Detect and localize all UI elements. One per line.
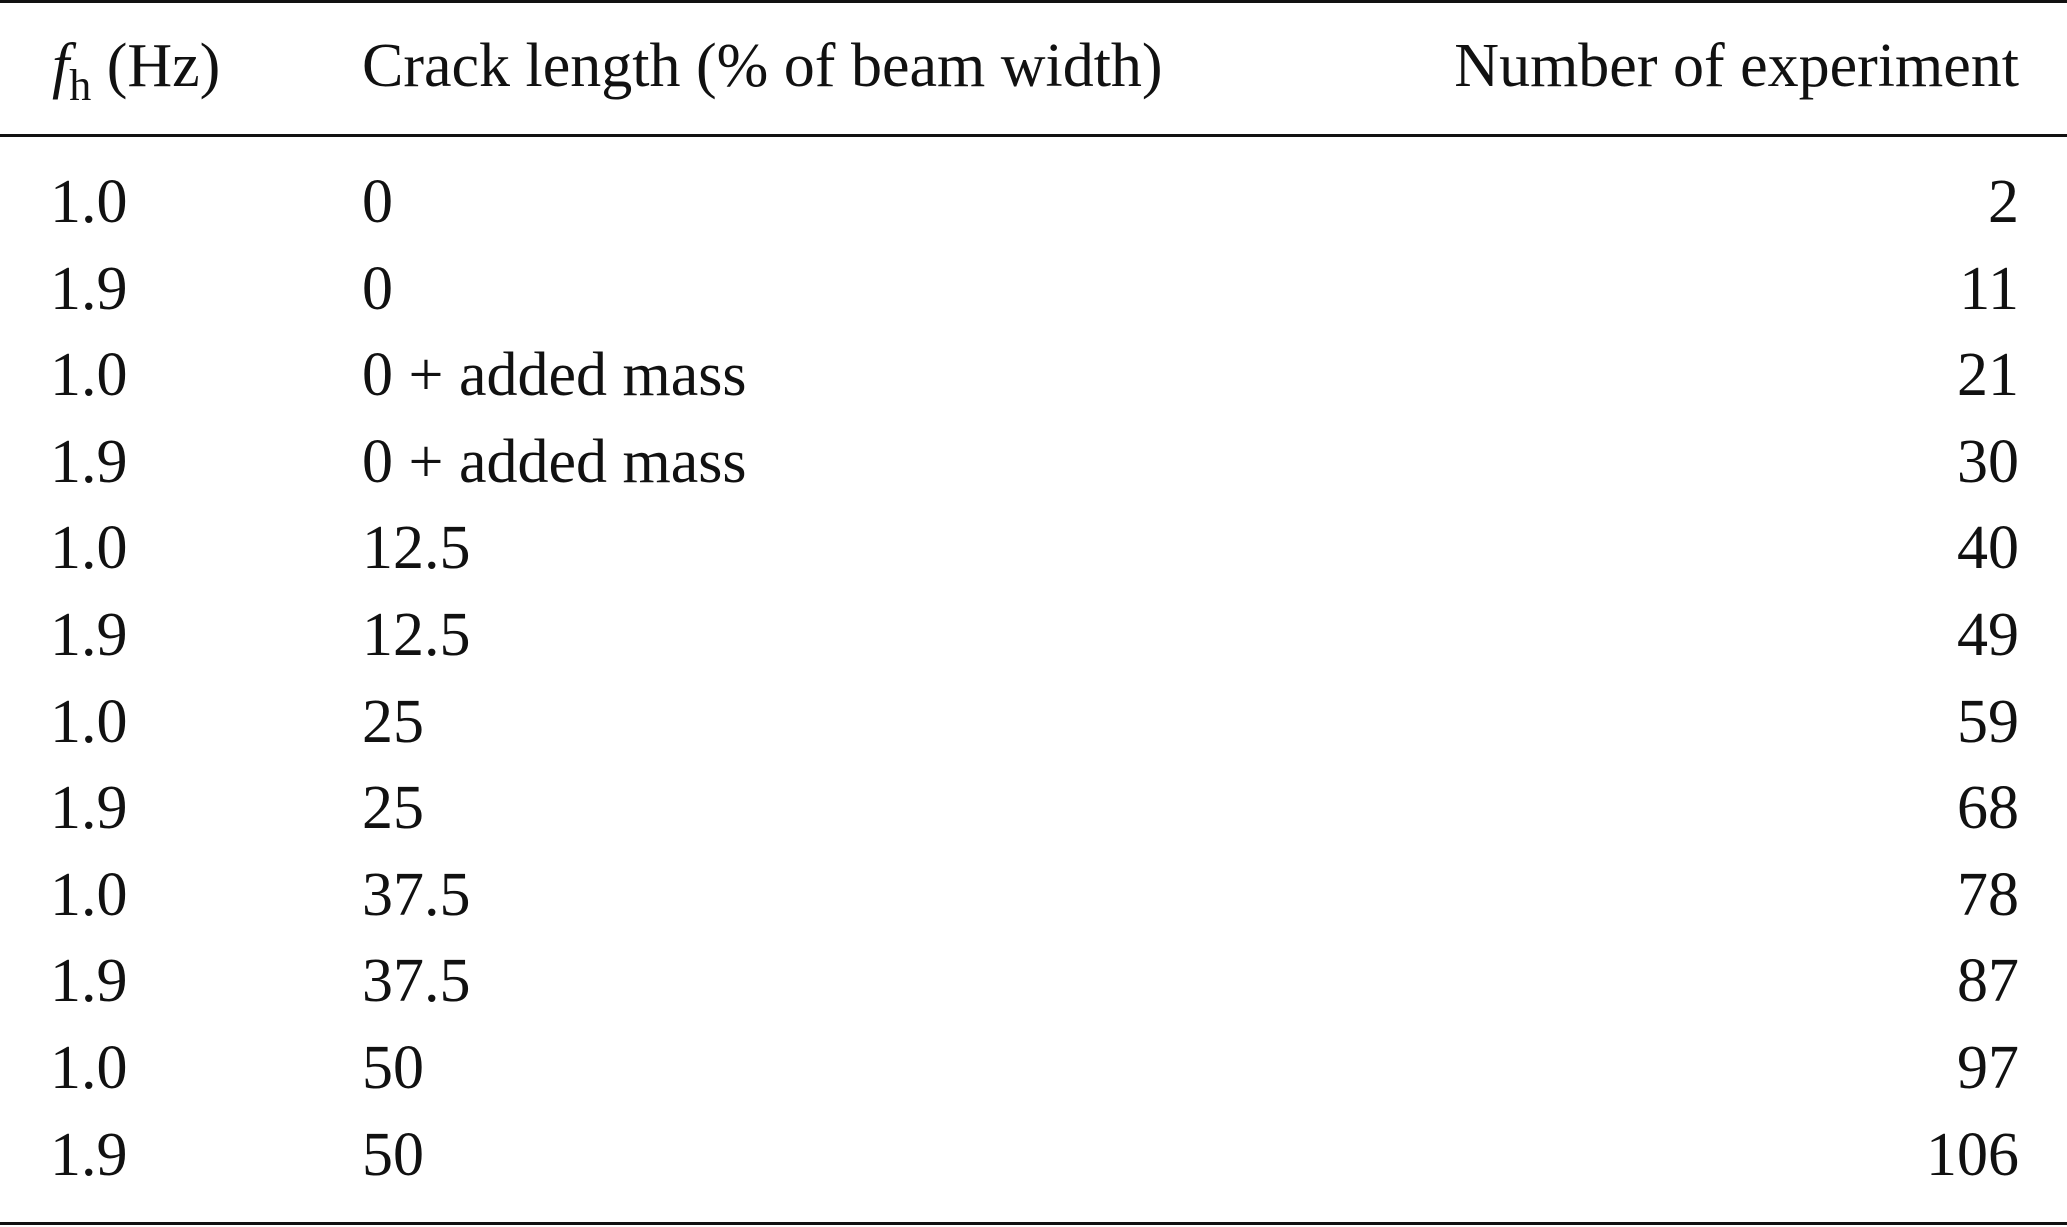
header-fh-symbol: f — [52, 32, 70, 100]
header-crack-length: Crack length (% of beam width) — [362, 32, 1163, 100]
cell-crack-length: 37.5 — [362, 947, 471, 1016]
table-top-rule — [0, 0, 2067, 3]
cell-fh: 1.9 — [50, 427, 128, 496]
header-fh-subscript: h — [69, 61, 92, 110]
cell-number: 49 — [1957, 600, 2019, 669]
cell-crack-length: 12.5 — [362, 600, 471, 669]
header-fh: fh (Hz) — [52, 24, 220, 114]
table-row: 1.0 0 2 — [0, 159, 2067, 246]
cell-crack-length: 50 — [362, 1033, 424, 1102]
cell-number: 97 — [1957, 1033, 2019, 1102]
cell-fh: 1.9 — [50, 254, 128, 323]
cell-fh: 1.9 — [50, 1120, 128, 1189]
table-row: 1.9 0 + added mass 30 — [0, 419, 2067, 506]
table-row: 1.0 25 59 — [0, 679, 2067, 766]
cell-fh: 1.0 — [50, 514, 128, 583]
cell-fh: 1.9 — [50, 947, 128, 1016]
cell-fh: 1.0 — [50, 860, 128, 929]
table-row: 1.0 50 97 — [0, 1025, 2067, 1112]
cell-number: 59 — [1957, 687, 2019, 756]
cell-number: 106 — [1926, 1120, 2019, 1189]
cell-number: 2 — [1988, 168, 2019, 236]
table-row: 1.9 50 106 — [0, 1112, 2067, 1199]
cell-crack-length: 12.5 — [362, 514, 471, 583]
cell-fh: 1.0 — [50, 341, 128, 410]
table-row: 1.9 0 11 — [0, 246, 2067, 333]
header-fh-unit: (Hz) — [91, 32, 221, 100]
table-bottom-rule — [0, 1222, 2067, 1225]
cell-fh: 1.0 — [50, 687, 128, 756]
cell-number: 30 — [1957, 427, 2019, 496]
cell-crack-length: 37.5 — [362, 860, 471, 929]
cell-number: 11 — [1959, 254, 2019, 323]
table-row: 1.0 37.5 78 — [0, 852, 2067, 939]
table-row: 1.9 37.5 87 — [0, 938, 2067, 1025]
cell-fh: 1.9 — [50, 774, 128, 843]
cell-fh: 1.0 — [50, 1033, 128, 1102]
table-row: 1.0 0 + added mass 21 — [0, 332, 2067, 419]
table-header: fh (Hz) Crack length (% of beam width) N… — [0, 24, 2067, 110]
cell-number: 87 — [1957, 947, 2019, 1016]
cell-crack-length: 25 — [362, 774, 424, 843]
cell-crack-length: 0 + added mass — [362, 427, 747, 496]
cell-crack-length: 0 — [362, 168, 393, 236]
cell-fh: 1.0 — [50, 168, 128, 236]
header-number-of-experiment: Number of experiment — [1454, 32, 2019, 100]
cell-number: 78 — [1957, 860, 2019, 929]
cell-crack-length: 25 — [362, 687, 424, 756]
cell-fh: 1.9 — [50, 600, 128, 669]
cell-number: 68 — [1957, 774, 2019, 843]
cell-crack-length: 0 — [362, 254, 393, 323]
cell-number: 21 — [1957, 341, 2019, 410]
cell-crack-length: 0 + added mass — [362, 341, 747, 410]
table-row: 1.9 12.5 49 — [0, 592, 2067, 679]
table-row: 1.9 25 68 — [0, 765, 2067, 852]
table-row: 1.0 12.5 40 — [0, 505, 2067, 592]
cell-crack-length: 50 — [362, 1120, 424, 1189]
table-header-rule — [0, 134, 2067, 137]
cell-number: 40 — [1957, 514, 2019, 583]
table-body: 1.0 0 2 1.9 0 11 1.0 0 + added mass 21 1… — [0, 159, 2067, 1198]
